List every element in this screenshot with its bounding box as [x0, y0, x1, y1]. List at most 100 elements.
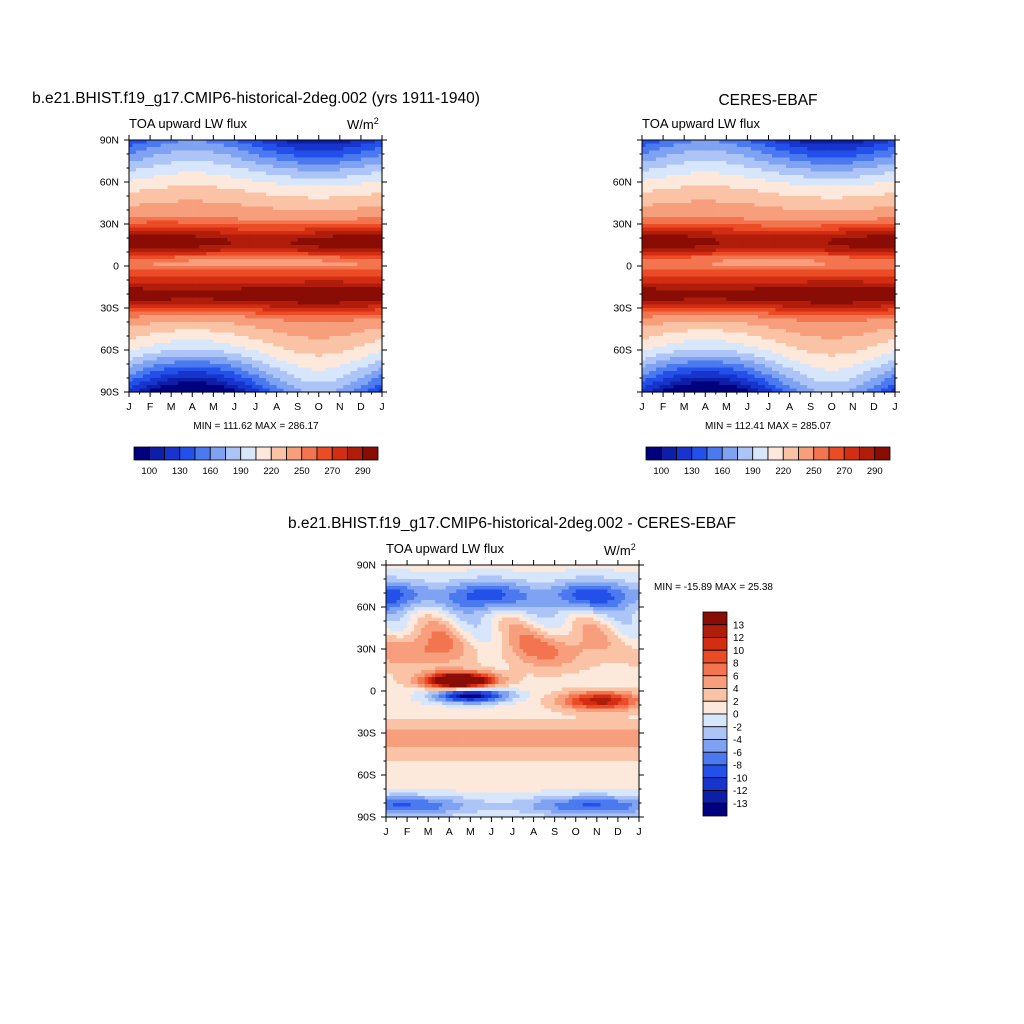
heatmap-cell: [354, 245, 358, 249]
heatmap-cell: [157, 217, 161, 221]
heatmap-cell: [347, 186, 351, 190]
heatmap-cell: [263, 235, 267, 239]
heatmap-cell: [171, 217, 175, 221]
heatmap-cell: [157, 168, 161, 172]
heatmap-cell: [256, 196, 260, 200]
heatmap-cell: [133, 147, 137, 151]
heatmap-cell: [248, 228, 252, 232]
heatmap-cell: [294, 189, 298, 193]
heatmap-cell: [357, 161, 361, 165]
heatmap-cell: [368, 203, 372, 207]
heatmap-cell: [256, 144, 260, 148]
heatmap-cell: [375, 203, 379, 207]
heatmap-cell: [280, 186, 284, 190]
heatmap-cell: [185, 242, 189, 246]
heatmap-cell: [182, 210, 186, 214]
heatmap-cell: [133, 228, 137, 232]
heatmap-cell: [154, 154, 158, 158]
heatmap-cell: [319, 161, 323, 165]
heatmap-cell: [199, 242, 203, 246]
heatmap-cell: [301, 144, 305, 148]
heatmap-cell: [189, 179, 193, 183]
heatmap-cell: [319, 182, 323, 186]
heatmap-cell: [326, 179, 330, 183]
heatmap-cell: [147, 144, 151, 148]
heatmap-cell: [336, 207, 340, 211]
heatmap-cell: [147, 196, 151, 200]
heatmap-cell: [224, 224, 228, 228]
heatmap-cell: [315, 224, 319, 228]
heatmap-cell: [203, 158, 207, 162]
heatmap-cell: [357, 235, 361, 239]
heatmap-cell: [284, 144, 288, 148]
heatmap-cell: [238, 207, 242, 211]
heatmap-cell: [217, 252, 221, 256]
heatmap-cell: [294, 231, 298, 235]
heatmap-cell: [210, 235, 214, 239]
heatmap-cell: [357, 140, 361, 144]
heatmap-cell: [224, 186, 228, 190]
heatmap-cell: [340, 158, 344, 162]
heatmap-cell: [171, 182, 175, 186]
heatmap-cell: [280, 196, 284, 200]
heatmap-cell: [315, 144, 319, 148]
heatmap-cell: [301, 172, 305, 176]
heatmap-cell: [133, 238, 137, 242]
heatmap-cell: [322, 158, 326, 162]
heatmap-cell: [336, 175, 340, 179]
heatmap-cell: [157, 200, 161, 204]
heatmap-cell: [364, 242, 368, 246]
heatmap-cell: [270, 238, 274, 242]
heatmap-cell: [301, 207, 305, 211]
heatmap-cell: [196, 214, 200, 218]
heatmap-cell: [280, 203, 284, 207]
heatmap-cell: [206, 168, 210, 172]
heatmap-cell: [284, 140, 288, 144]
heatmap-cell: [178, 252, 182, 256]
heatmap-cell: [259, 210, 263, 214]
heatmap-cell: [154, 200, 158, 204]
heatmap-cell: [206, 235, 210, 239]
heatmap-cell: [294, 228, 298, 232]
heatmap-cell: [287, 210, 291, 214]
heatmap-cell: [171, 214, 175, 218]
heatmap-cell: [220, 238, 224, 242]
heatmap-cell: [294, 214, 298, 218]
heatmap-cell: [248, 186, 252, 190]
heatmap-cell: [259, 235, 263, 239]
heatmap-cell: [287, 217, 291, 221]
heatmap-cell: [301, 231, 305, 235]
heatmap-cell: [206, 179, 210, 183]
heatmap-cell: [217, 203, 221, 207]
heatmap-cell: [199, 161, 203, 165]
heatmap-cell: [375, 242, 379, 246]
heatmap-cell: [203, 200, 207, 204]
heatmap-cell: [178, 165, 182, 169]
heatmap-cell: [301, 189, 305, 193]
heatmap-cell: [301, 238, 305, 242]
heatmap-cell: [280, 140, 284, 144]
heatmap-cell: [273, 168, 277, 172]
heatmap-cell: [154, 224, 158, 228]
heatmap-cell: [270, 193, 274, 197]
heatmap-cell: [263, 179, 267, 183]
heatmap-cell: [284, 151, 288, 155]
heatmap-cell: [140, 182, 144, 186]
heatmap-cell: [326, 144, 330, 148]
heatmap-cell: [171, 172, 175, 176]
heatmap-cell: [192, 200, 196, 204]
heatmap-cell: [220, 175, 224, 179]
heatmap-cell: [178, 245, 182, 249]
heatmap-cell: [252, 228, 256, 232]
heatmap-cell: [220, 249, 224, 253]
heatmap-cell: [361, 249, 365, 253]
heatmap-cell: [319, 242, 323, 246]
heatmap-cell: [189, 165, 193, 169]
heatmap-cell: [315, 203, 319, 207]
heatmap-cell: [217, 182, 221, 186]
heatmap-cell: [161, 158, 165, 162]
heatmap-cell: [273, 179, 277, 183]
heatmap-cell: [154, 228, 158, 232]
heatmap-cell: [161, 196, 165, 200]
heatmap-cell: [329, 203, 333, 207]
